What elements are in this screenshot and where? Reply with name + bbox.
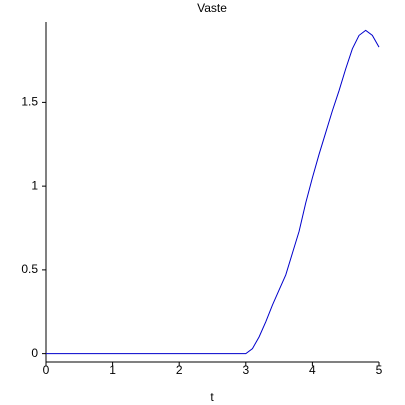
x-tick-label: 3 <box>242 363 249 377</box>
chart-title: Vaste <box>197 1 227 15</box>
line <box>46 29 380 355</box>
y-tick-label: 0 <box>31 346 38 360</box>
y-tick-label: 0.5 <box>21 262 38 276</box>
x-axis-label: t <box>210 390 214 404</box>
x-tick-label: 5 <box>376 363 383 377</box>
x-tick-label: 4 <box>309 363 316 377</box>
y-tick-label: 1.5 <box>21 95 38 109</box>
x-tick-label: 2 <box>176 363 183 377</box>
y-tick-label: 1 <box>31 178 38 192</box>
x-tick-label: 0 <box>43 363 50 377</box>
x-tick-label: 1 <box>109 363 116 377</box>
